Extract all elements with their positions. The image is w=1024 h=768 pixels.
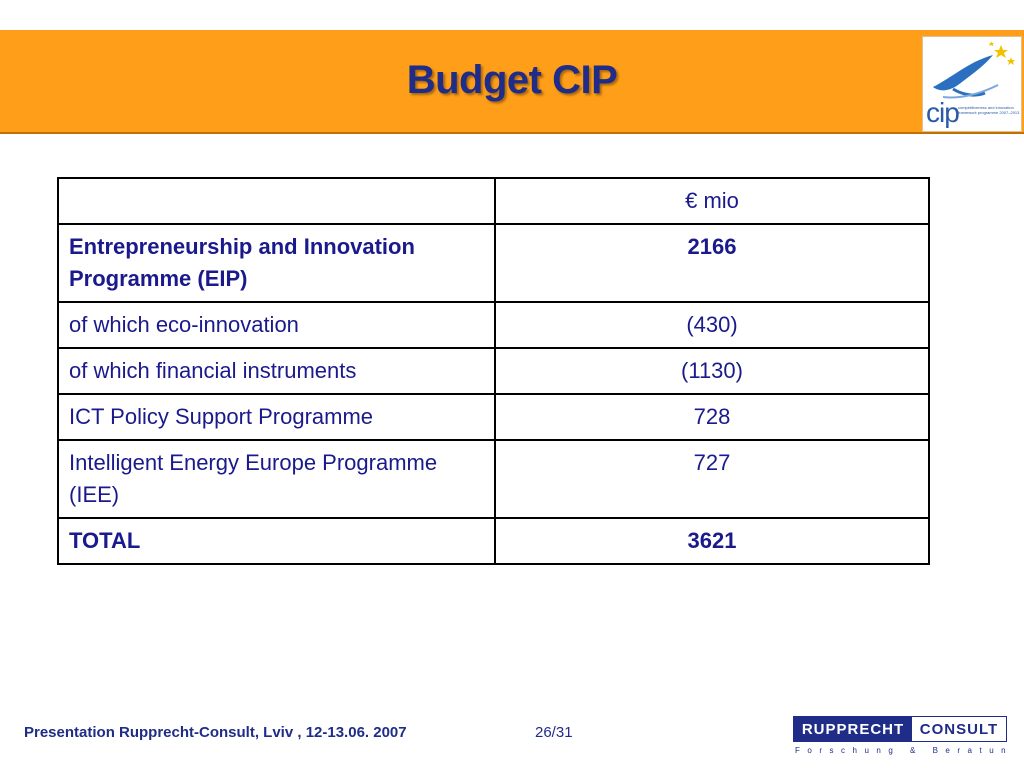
logo-tagline: competitiveness and innovation framework… [958,105,1020,115]
row-value: 728 [494,393,930,441]
table-row: ICT Policy Support Programme 728 [57,393,930,441]
footer-text: Presentation Rupprecht-Consult, Lviv , 1… [24,724,407,741]
table-row: of which financial instruments (1130) [57,347,930,395]
brand-logo: RUPPRECHT CONSULT [793,716,1007,742]
leaping-figure-icon [933,41,1015,99]
title-bar [0,30,1024,134]
logo-word: cip [926,97,960,128]
row-label: of which eco-innovation [57,301,496,349]
table-header-row: € mio [57,177,930,225]
table-row: TOTAL 3621 [57,517,930,565]
table-row: Intelligent Energy Europe Programme (IEE… [57,439,930,519]
row-value: (1130) [494,347,930,395]
brand-subtitle: Forschung & Beratung GmbH [795,746,1007,755]
cip-logo: cip competitiveness and innovation frame… [922,36,1022,132]
row-label: of which financial instruments [57,347,496,395]
row-label: Intelligent Energy Europe Programme (IEE… [57,439,496,519]
table-row: of which eco-innovation (430) [57,301,930,349]
page-number: 26/31 [535,724,573,741]
row-value: 727 [494,439,930,519]
header-label-cell [57,177,496,225]
row-value: 2166 [494,223,930,303]
row-label: ICT Policy Support Programme [57,393,496,441]
brand-right: CONSULT [912,717,1006,741]
row-label: Entrepreneurship and Innovation Programm… [57,223,496,303]
row-value: 3621 [494,517,930,565]
brand-left: RUPPRECHT [794,717,912,741]
header-value-cell: € mio [494,177,930,225]
row-label: TOTAL [57,517,496,565]
row-value: (430) [494,301,930,349]
budget-table: € mio Entrepreneurship and Innovation Pr… [57,177,930,565]
table-row: Entrepreneurship and Innovation Programm… [57,223,930,303]
slide-title: Budget CIP [406,58,618,102]
